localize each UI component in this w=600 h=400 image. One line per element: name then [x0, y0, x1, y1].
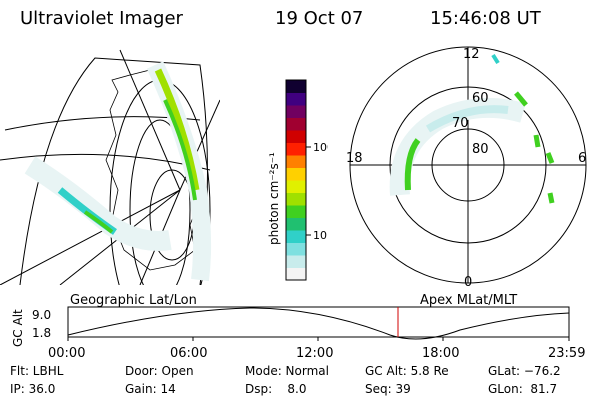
- gain-status: Gain: 14: [125, 382, 176, 396]
- colorbar-tick-100: 100: [313, 141, 328, 154]
- seq-status: Seq: 39: [365, 382, 411, 396]
- colorbar-segment: [286, 92, 306, 106]
- polar-mlt-12: 12: [463, 47, 480, 62]
- polar-mlt-0: 0: [464, 275, 472, 290]
- polar-label-80: 80: [472, 142, 489, 157]
- polar-plot: 60 70 80 12 18 6 0: [346, 46, 587, 290]
- colorbar-segment: [286, 217, 306, 231]
- altitude-axis-label: GC Alt: [11, 309, 25, 347]
- polar-mlt-6: 6: [578, 151, 586, 166]
- colorbar-segment: [286, 155, 306, 168]
- door-status: Door: Open: [125, 364, 194, 378]
- polar-label-60: 60: [472, 91, 489, 106]
- colorbar-segment: [286, 180, 306, 193]
- colorbar-segment: [286, 117, 306, 131]
- altitude-tick-low: 1.8: [32, 326, 51, 340]
- time-label: 15:46:08 UT: [430, 8, 541, 29]
- colorbar-label: photon cm⁻²s⁻¹: [267, 152, 281, 245]
- ip-status: IP: 36.0: [10, 382, 56, 396]
- time-tick-4: 23:59: [548, 346, 586, 361]
- polar-mlt-18: 18: [346, 151, 363, 166]
- colorbar-segment: [286, 80, 306, 93]
- colorbar-segment: [286, 230, 306, 243]
- dsp-status: Dsp: 8.0: [245, 382, 307, 396]
- polar-label-70: 70: [452, 116, 469, 131]
- gc-alt-status: GC Alt: 5.8 Re: [365, 364, 449, 378]
- colorbar-segment: [286, 267, 306, 281]
- apex-caption: Apex MLat/MLT: [420, 293, 518, 308]
- colorbar-segment: [286, 142, 306, 156]
- colorbar-segment: [286, 192, 306, 206]
- colorbar-segment: [286, 167, 306, 181]
- colorbar-segment: [286, 255, 306, 268]
- time-tick-0: 00:00: [48, 346, 86, 361]
- altitude-tick-high: 9.0: [32, 308, 51, 322]
- colorbar-segment: [286, 242, 306, 256]
- filter-status: Flt: LBHL: [10, 364, 64, 378]
- color-scale: 100 10 photon cm⁻²s⁻¹: [267, 79, 328, 281]
- colorbar-segment: [286, 130, 306, 143]
- altitude-track: GC Alt 9.0 1.8: [11, 306, 570, 347]
- glat-status: GLat: −76.2: [488, 364, 561, 378]
- colorbar-tick-10: 10: [313, 229, 327, 242]
- mode-status: Mode: Normal: [245, 364, 329, 378]
- colorbar-segment: [286, 105, 306, 118]
- time-tick-3: 18:00: [422, 346, 460, 361]
- time-tick-1: 06:00: [170, 346, 208, 361]
- app-title: Ultraviolet Imager: [20, 8, 183, 29]
- colorbar-segment: [286, 205, 306, 218]
- glon-status: GLon: 81.7: [488, 382, 558, 396]
- geographic-caption: Geographic Lat/Lon: [70, 293, 197, 308]
- geographic-map: [0, 49, 220, 285]
- date-label: 19 Oct 07: [275, 8, 364, 29]
- time-tick-2: 12:00: [296, 346, 334, 361]
